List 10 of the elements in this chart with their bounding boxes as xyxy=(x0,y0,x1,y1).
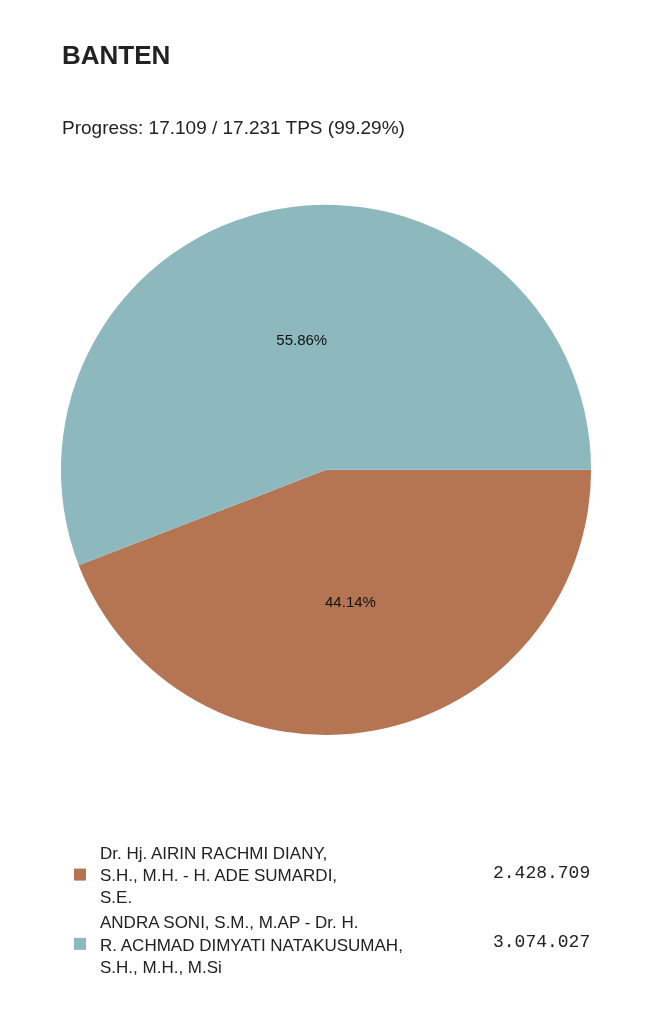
data-label: 55.86% xyxy=(276,331,328,349)
pie-slice xyxy=(61,204,592,566)
text: 2.428.709 xyxy=(493,863,591,883)
legend-label: ANDRA SONI, S.M., M.AP - Dr. H. R. ACHMAD DIMYATI NATAKUSUMAH, S.H., M.H., M.Si xyxy=(100,913,403,977)
chart-title: BANTEN xyxy=(62,40,171,70)
text: 3.074.027 xyxy=(493,932,591,952)
chart-subtitle: Progress: 17.109 / 17.231 TPS (99.29%) xyxy=(62,117,405,138)
data-label: 44.14% xyxy=(325,592,376,610)
pie-slice xyxy=(78,469,592,735)
legend-label: Dr. Hj. AIRIN RACHMI DIANY, S.H., M.H. - H. ADE SUMARDI, S.E. xyxy=(100,844,338,908)
